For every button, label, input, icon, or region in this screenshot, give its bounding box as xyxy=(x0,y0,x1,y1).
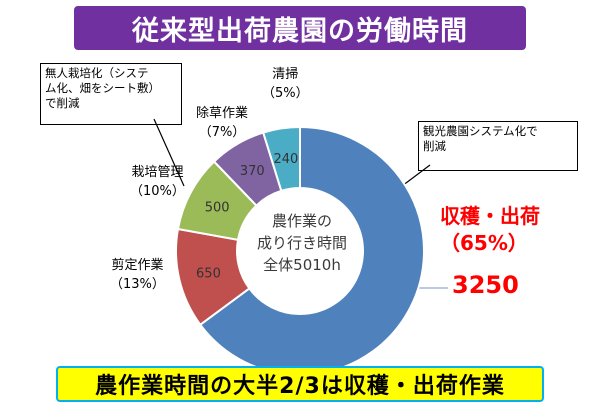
note-left-callout: 無人栽培化（システ ム化、畑をシート敷） で削減 xyxy=(40,63,182,125)
leader-line-left-note xyxy=(153,118,185,187)
chart-title: 従来型出荷農園の労働時間 xyxy=(132,15,468,47)
center-line-3: 全体5010h xyxy=(263,256,341,274)
label-harvest: 収穫・出荷 （65%） xyxy=(440,203,540,257)
note-right-line-1: 観光農園システム化で xyxy=(423,124,538,138)
slice-cleaning xyxy=(261,125,301,193)
value-label-cultivation: 500 xyxy=(205,201,230,216)
title-banner: 従来型出荷農園の労働時間 xyxy=(74,6,526,50)
label-pruning: 剪定作業 （13%） xyxy=(110,256,165,294)
donut-center-text: 農作業の 成り行き時間 全体5010h xyxy=(242,210,362,276)
label-cultivation-pct: （10%） xyxy=(130,184,185,199)
bottom-banner: 農作業時間の大半2/3は収穫・出荷作業 xyxy=(56,366,544,402)
value-label-pruning: 650 xyxy=(196,266,221,281)
slice-harvest xyxy=(198,125,425,376)
center-line-2: 成り行き時間 xyxy=(256,234,347,252)
value-label-cleaning: 240 xyxy=(273,152,298,167)
note-right-line-2: 削減 xyxy=(423,139,446,153)
label-harvest-name: 収穫・出荷 xyxy=(440,204,540,228)
note-left-line-1: 無人栽培化（システ xyxy=(45,66,149,80)
label-pruning-name: 剪定作業 xyxy=(111,258,164,273)
bottom-banner-text: 農作業時間の大半2/3は収穫・出荷作業 xyxy=(95,374,505,399)
label-cultivation: 栽培管理 （10%） xyxy=(130,163,185,201)
label-harvest-value: 3250 xyxy=(452,271,519,299)
label-pruning-pct: （13%） xyxy=(110,277,165,292)
label-cleaning-name: 清掃 xyxy=(272,67,299,82)
label-cultivation-name: 栽培管理 xyxy=(131,165,184,180)
label-cleaning: 清掃 （5%） xyxy=(262,65,309,103)
value-label-weeding: 370 xyxy=(240,164,265,179)
label-weeding-pct: （7%） xyxy=(198,125,246,140)
label-weeding: 除草作業 （7%） xyxy=(196,104,248,142)
note-left-line-2: ム化、畑をシート敷） xyxy=(45,81,160,95)
label-cleaning-pct: （5%） xyxy=(262,86,309,101)
note-right-callout: 観光農園システム化で 削減 xyxy=(418,121,578,171)
note-left-line-3: で削減 xyxy=(45,96,80,110)
label-weeding-name: 除草作業 xyxy=(196,106,249,121)
center-line-1: 農作業の xyxy=(271,212,332,230)
label-harvest-pct: （65%） xyxy=(440,231,528,255)
